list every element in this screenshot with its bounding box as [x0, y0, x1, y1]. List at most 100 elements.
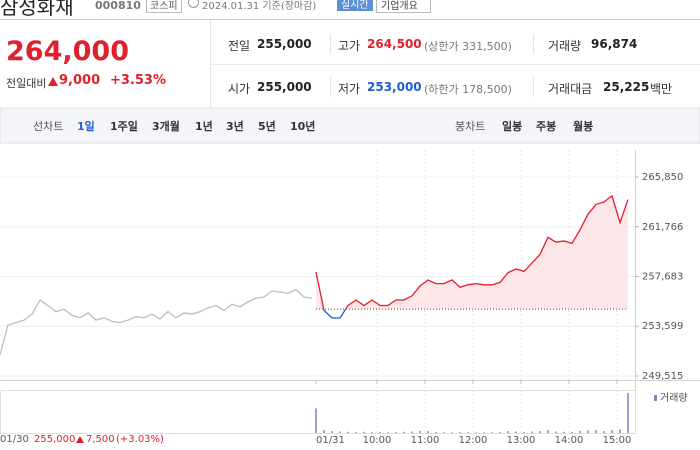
price: 264,000	[6, 36, 129, 67]
volume-bar	[563, 431, 565, 433]
volume-bar	[531, 431, 533, 433]
stock-code: 000810	[95, 0, 141, 12]
volume-bar	[515, 431, 517, 433]
market-badge: 코스피	[146, 0, 182, 13]
volume-bar	[323, 430, 325, 433]
footer-change: 7,500	[86, 434, 115, 445]
volume-bar	[395, 432, 397, 433]
period-tab[interactable]: 5년	[258, 120, 276, 133]
legend-label: 거래량	[660, 392, 688, 404]
x-tick-label: 12:00	[459, 435, 488, 446]
volume-bar	[347, 431, 349, 433]
footer-price: 255,000	[34, 434, 76, 445]
volume-bar	[475, 432, 477, 433]
area	[316, 195, 628, 310]
stat-value: 253,000	[367, 80, 422, 94]
stat-value: 264,500	[367, 37, 422, 51]
volume-bar	[315, 408, 317, 433]
company-button[interactable]: 기업개요	[376, 0, 431, 13]
volume-bar	[443, 432, 445, 433]
volume-bar	[435, 432, 437, 433]
volume-bar	[579, 430, 581, 433]
volume-bar	[363, 431, 365, 433]
price-line	[315, 194, 629, 310]
stat-label: 시가	[228, 82, 251, 96]
volume-bar	[595, 430, 597, 433]
volume-bar	[619, 429, 621, 433]
volume-bar	[571, 431, 573, 433]
volume-bar	[523, 432, 525, 433]
up-icon	[76, 436, 84, 443]
y-tick-label: 261,766	[642, 222, 683, 233]
stat-note: (상한가 331,500)	[424, 40, 512, 53]
change-label: 전일대비	[6, 77, 47, 90]
volume-bar	[491, 432, 493, 433]
price-line	[0, 288, 313, 356]
y-tick-label: 249,515	[642, 371, 683, 382]
volume-bar	[379, 432, 381, 433]
volume-bar	[483, 432, 485, 433]
stock-name: 삼성화재	[0, 0, 74, 19]
volume-bar	[627, 393, 629, 433]
stat-label: 저가	[338, 82, 361, 96]
x-tick-label: 15:00	[603, 435, 632, 446]
volume-bar	[355, 432, 357, 433]
volume-bar	[499, 432, 501, 433]
x-tick-label: 13:00	[507, 435, 536, 446]
period-tab[interactable]: 1일	[77, 120, 95, 133]
volume-bar	[603, 431, 605, 433]
volume-bar	[467, 432, 469, 433]
stat-label: 고가	[338, 39, 361, 53]
x-tick-label: 10:00	[363, 435, 392, 446]
volume-bar	[587, 430, 589, 433]
volume-panel	[0, 390, 636, 434]
candle-tab[interactable]: 주봉	[536, 120, 557, 133]
stat-value: 25,225	[603, 80, 650, 94]
volume-bar	[403, 431, 405, 433]
stat-value: 96,874	[591, 37, 638, 51]
up-icon	[48, 77, 58, 86]
period-tab[interactable]: 3년	[226, 120, 244, 133]
x-tick-label: 14:00	[555, 435, 584, 446]
tab-label: 봉차트	[455, 120, 486, 133]
y-tick-label: 265,850	[642, 172, 683, 183]
rate: +3.53%	[110, 73, 166, 88]
change: 9,000	[59, 73, 101, 88]
y-tick-label: 257,683	[642, 271, 683, 282]
period-tab[interactable]: 1주일	[110, 120, 138, 133]
clock-icon	[188, 0, 199, 8]
x-tick-label: 01/31	[316, 435, 345, 446]
volume-bar	[507, 431, 509, 433]
period-tab[interactable]: 3개월	[152, 120, 180, 133]
candle-tab[interactable]: 월봉	[573, 120, 594, 133]
y-tick-label: 253,599	[642, 321, 683, 332]
tab-label: 선차트	[33, 120, 64, 133]
realtime-button[interactable]: 실시간	[337, 0, 373, 11]
legend-swatch	[654, 395, 657, 401]
period-tab[interactable]: 1년	[195, 120, 213, 133]
volume-bar	[555, 431, 557, 433]
period-tab[interactable]: 10년	[290, 120, 316, 133]
volume-bar	[331, 431, 333, 433]
stat-value: 255,000	[257, 37, 312, 51]
volume-bar	[387, 432, 389, 433]
footer-rate: (+3.03%)	[116, 434, 164, 445]
volume-bar	[459, 432, 461, 433]
volume-bar	[371, 432, 373, 433]
date: 2024.01.31 기준(장마감)	[202, 1, 317, 12]
stat-label: 거래량	[548, 39, 582, 53]
volume-bar	[411, 431, 413, 433]
footer-date: 01/30	[0, 434, 29, 445]
stat-note: (하한가 178,500)	[424, 83, 512, 96]
stat-value: 255,000	[257, 80, 312, 94]
x-tick-label: 11:00	[411, 435, 440, 446]
volume-bar	[611, 430, 613, 433]
volume-bar	[547, 430, 549, 433]
volume-bar	[419, 430, 421, 433]
volume-bar	[539, 431, 541, 433]
candle-tab[interactable]: 일봉	[502, 120, 523, 133]
volume-bar	[451, 432, 453, 433]
stat-label: 전일	[228, 39, 251, 53]
